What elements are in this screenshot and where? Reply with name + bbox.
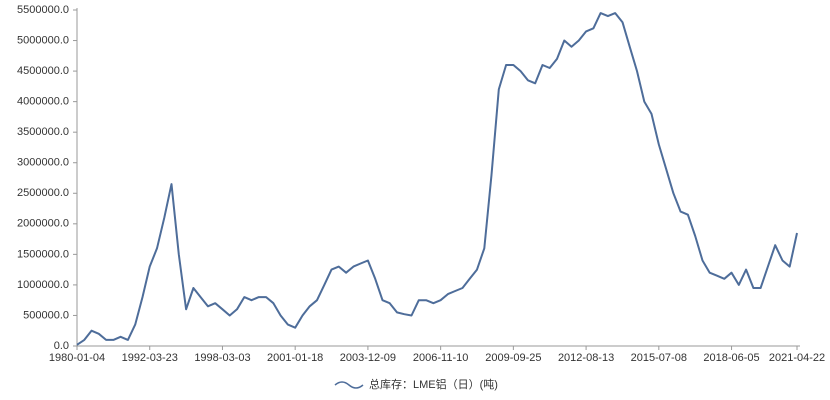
x-tick-label: 1992-03-23 [122, 352, 178, 364]
y-tick-label: 1000000.0 [17, 279, 69, 291]
x-tick-label: 2009-09-25 [485, 352, 541, 364]
y-tick-label: 4500000.0 [17, 65, 69, 77]
line [76, 12, 798, 346]
x-tick-label: 1980-01-04 [49, 352, 105, 364]
x-tick-label: 2012-08-13 [558, 352, 614, 364]
y-tick-label: 500000.0 [23, 309, 69, 321]
legend-icon [334, 381, 364, 389]
x-tick-label: 2015-07-08 [631, 352, 687, 364]
y-tick-label: 5500000.0 [17, 4, 69, 16]
x-tick-label: 2001-01-18 [267, 352, 323, 364]
y-tick-label: 2500000.0 [17, 187, 69, 199]
y-tick-label: 0.0 [54, 340, 69, 352]
y-tick-label: 3500000.0 [17, 126, 69, 138]
x-tick-label: 2006-11-10 [413, 352, 468, 364]
y-tick-label: 2000000.0 [17, 218, 69, 230]
y-tick-label: 5000000.0 [17, 34, 69, 46]
legend-label: 总库存：LME铝（日）(吨) [369, 377, 498, 391]
y-tick-label: 1500000.0 [17, 248, 69, 260]
x-tick-label: 2021-04-22 [769, 352, 825, 364]
x-tick-label: 2018-06-05 [703, 352, 759, 364]
y-tick-label: 3000000.0 [17, 157, 69, 169]
y-tick-label: 4000000.0 [17, 96, 69, 108]
x-tick-label: 1998-03-03 [194, 352, 250, 364]
x-tick-label: 2003-12-09 [340, 352, 396, 364]
